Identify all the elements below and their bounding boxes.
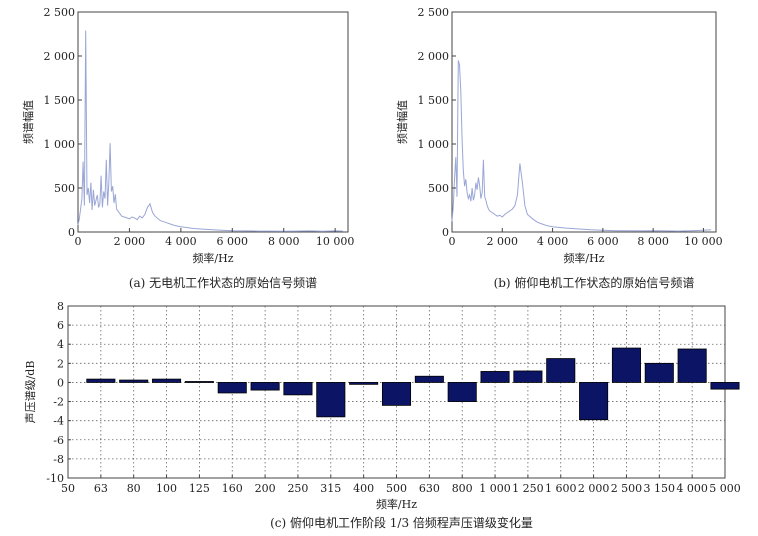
- x-tick-label: 10 000: [684, 235, 723, 248]
- panel-a-spectrum-line: [77, 30, 343, 232]
- y-tick-label: -4: [53, 415, 64, 428]
- y-tick-label: 1 000: [418, 138, 450, 151]
- bar: [710, 382, 740, 390]
- bar: [349, 382, 379, 385]
- y-tick-label: 0: [442, 226, 449, 239]
- bar: [513, 370, 543, 383]
- x-tick-label: 100: [156, 482, 177, 495]
- x-tick-label: 250: [287, 482, 308, 495]
- x-tick-label: 2 000: [578, 482, 610, 495]
- y-tick-label: -2: [53, 396, 64, 409]
- y-tick-label: 1 500: [44, 94, 76, 107]
- x-tick-label: 6 000: [587, 235, 619, 248]
- panel-a-x-axis-label: 频率/Hz: [192, 251, 233, 265]
- bar: [677, 348, 707, 383]
- panel-a-caption: (a) 无电机工作状态的原始信号频谱: [129, 275, 317, 290]
- x-tick-label: 8 000: [268, 235, 300, 248]
- bar: [546, 358, 576, 383]
- y-tick-label: 1 000: [44, 138, 76, 151]
- panel-c-caption: (c) 俯仰电机工作阶段 1/3 倍频程声压谱级变化量: [270, 515, 533, 530]
- x-tick-label: 6 000: [217, 235, 249, 248]
- x-tick-label: 315: [320, 482, 341, 495]
- bar: [611, 347, 641, 383]
- x-tick-label: 63: [94, 482, 108, 495]
- panel-a: 0 2 000 4 000 6 000 8 000 10 000 0 500 1 000 1 5…: [21, 6, 354, 290]
- y-tick-label: 1 500: [418, 94, 450, 107]
- bar: [119, 379, 149, 383]
- bar: [86, 378, 116, 383]
- y-tick-label: 6: [57, 319, 64, 332]
- y-tick-label: 2 500: [418, 6, 450, 19]
- x-tick-label: 200: [255, 482, 276, 495]
- y-tick-label: -6: [53, 434, 64, 447]
- x-tick-label: 4 000: [165, 235, 197, 248]
- bar: [414, 375, 444, 383]
- y-tick-label: 500: [54, 182, 75, 195]
- bar: [644, 362, 674, 383]
- bar: [447, 382, 477, 402]
- x-tick-label: 800: [452, 482, 473, 495]
- x-tick-label: 10 000: [316, 235, 355, 248]
- x-tick-label: 8 000: [637, 235, 669, 248]
- x-tick-label: 80: [127, 482, 141, 495]
- bar: [579, 382, 609, 421]
- panel-b-frame: [451, 11, 717, 233]
- x-tick-label: 0: [75, 235, 82, 248]
- bar: [250, 382, 280, 391]
- x-tick-label: 630: [419, 482, 440, 495]
- bar: [316, 382, 346, 418]
- panel-b-spectrum-line: [451, 60, 712, 232]
- panel-a-y-axis-label: 频谱幅值: [21, 100, 35, 144]
- y-tick-label: -8: [53, 453, 64, 466]
- x-tick-label: 125: [189, 482, 210, 495]
- y-tick-label: 0: [57, 376, 64, 389]
- bar: [184, 381, 214, 383]
- x-tick-label: 4 000: [537, 235, 569, 248]
- y-tick-label: 2 000: [44, 50, 76, 63]
- bar: [480, 371, 510, 383]
- x-tick-label: 1 250: [512, 482, 544, 495]
- x-tick-label: 2 000: [114, 235, 146, 248]
- panel-b: 0 2 000 4 000 6 000 8 000 10 000 0 500 1 000 1 5…: [395, 6, 723, 290]
- x-tick-label: 4 000: [676, 482, 708, 495]
- bar: [152, 378, 182, 383]
- y-tick-label: -10: [46, 472, 64, 485]
- panel-c-x-axis-label: 频率/Hz: [376, 497, 417, 511]
- y-tick-label: 4: [57, 338, 64, 351]
- x-tick-label: 1 600: [545, 482, 577, 495]
- x-tick-label: 160: [222, 482, 243, 495]
- x-tick-label: 1 000: [479, 482, 511, 495]
- panel-b-x-axis-label: 频率/Hz: [563, 251, 604, 265]
- bar: [381, 382, 412, 406]
- x-tick-label: 5 000: [709, 482, 741, 495]
- y-tick-label: 2 500: [44, 6, 76, 19]
- x-tick-label: 50: [61, 482, 75, 495]
- x-tick-label: 2 500: [611, 482, 643, 495]
- panel-b-y-axis-label: 频谱幅值: [395, 100, 409, 144]
- bar: [283, 382, 313, 396]
- x-tick-label: 0: [449, 235, 456, 248]
- panel-b-caption: (b) 俯仰电机工作状态的原始信号频谱: [494, 275, 695, 290]
- panel-c: 50 63 80 100 125 160 200 250 315 400 500 630 800 1 00…: [23, 300, 741, 530]
- x-tick-label: 3 150: [644, 482, 676, 495]
- panel-c-y-axis-label: 声压谱级/dB: [23, 361, 37, 424]
- y-tick-label: 2 000: [418, 50, 450, 63]
- x-tick-label: 500: [386, 482, 407, 495]
- x-tick-label: 2 000: [487, 235, 519, 248]
- bar: [217, 382, 247, 394]
- y-tick-label: 8: [57, 300, 64, 313]
- x-tick-label: 400: [353, 482, 374, 495]
- y-tick-label: 500: [428, 182, 449, 195]
- y-tick-label: 0: [68, 226, 75, 239]
- panel-a-frame: [77, 11, 349, 233]
- y-tick-label: 2: [57, 357, 64, 370]
